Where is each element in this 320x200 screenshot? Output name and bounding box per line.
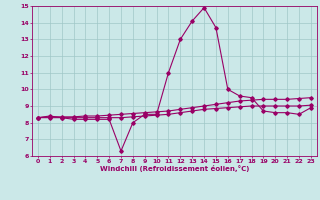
X-axis label: Windchill (Refroidissement éolien,°C): Windchill (Refroidissement éolien,°C) (100, 165, 249, 172)
